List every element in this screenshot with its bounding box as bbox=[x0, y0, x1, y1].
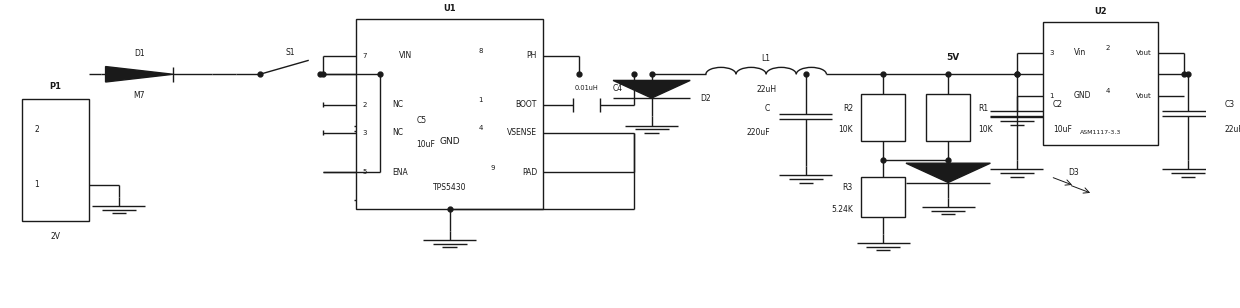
Bar bbox=[22, 99, 89, 221]
Text: 5: 5 bbox=[362, 169, 367, 175]
Polygon shape bbox=[613, 80, 691, 98]
Text: 220uF: 220uF bbox=[746, 128, 770, 137]
Text: R1: R1 bbox=[978, 103, 988, 112]
Text: 2: 2 bbox=[362, 102, 367, 108]
Text: Vout: Vout bbox=[1136, 50, 1152, 56]
Text: U2: U2 bbox=[1095, 7, 1107, 16]
Text: C2: C2 bbox=[1053, 100, 1063, 109]
Text: VSENSE: VSENSE bbox=[507, 128, 537, 137]
Text: 0.01uH: 0.01uH bbox=[574, 85, 599, 91]
Polygon shape bbox=[906, 163, 991, 183]
Polygon shape bbox=[105, 67, 174, 82]
Text: 4: 4 bbox=[1105, 88, 1110, 94]
Text: GND: GND bbox=[1074, 91, 1091, 100]
Bar bbox=[356, 19, 543, 209]
Text: 1: 1 bbox=[1049, 93, 1054, 99]
Text: ASM1117-3.3: ASM1117-3.3 bbox=[1080, 130, 1121, 135]
Text: PH: PH bbox=[527, 51, 537, 60]
Text: ENA: ENA bbox=[393, 168, 408, 177]
Text: GND: GND bbox=[439, 137, 460, 146]
Text: M7: M7 bbox=[134, 91, 145, 99]
Text: 1: 1 bbox=[35, 180, 40, 189]
Text: C: C bbox=[765, 103, 770, 112]
Text: Vout: Vout bbox=[1136, 93, 1152, 99]
Text: 5V: 5V bbox=[946, 53, 960, 62]
Text: R2: R2 bbox=[843, 103, 853, 112]
Text: 2: 2 bbox=[35, 125, 40, 134]
Text: C3: C3 bbox=[1224, 100, 1234, 109]
Text: R3: R3 bbox=[843, 183, 853, 192]
Text: D1: D1 bbox=[134, 49, 145, 58]
Bar bbox=[926, 94, 970, 141]
Text: U1: U1 bbox=[444, 4, 456, 13]
Text: 10uF: 10uF bbox=[417, 140, 435, 149]
Text: 8: 8 bbox=[479, 48, 482, 54]
Text: 1: 1 bbox=[479, 97, 482, 103]
Text: C5: C5 bbox=[417, 116, 427, 125]
Text: TPS5430: TPS5430 bbox=[433, 183, 466, 192]
Text: 2V: 2V bbox=[51, 232, 61, 241]
Text: D3: D3 bbox=[1069, 168, 1080, 177]
Text: L1: L1 bbox=[761, 55, 770, 63]
Text: S1: S1 bbox=[285, 48, 295, 57]
Text: P1: P1 bbox=[50, 82, 62, 91]
Text: 22uH: 22uH bbox=[756, 85, 776, 94]
Bar bbox=[862, 177, 905, 217]
Bar bbox=[1043, 22, 1158, 145]
Text: 2: 2 bbox=[1105, 45, 1110, 51]
Text: 10K: 10K bbox=[978, 125, 993, 134]
Text: BOOT: BOOT bbox=[516, 100, 537, 109]
Text: 10K: 10K bbox=[838, 125, 853, 134]
Text: 22uF: 22uF bbox=[1224, 125, 1240, 134]
Text: NC: NC bbox=[393, 100, 403, 109]
Text: Vin: Vin bbox=[1074, 48, 1086, 57]
Text: 9: 9 bbox=[491, 165, 495, 171]
Text: 4: 4 bbox=[479, 125, 482, 131]
Text: VIN: VIN bbox=[398, 51, 412, 60]
Text: PAD: PAD bbox=[522, 168, 537, 177]
Bar bbox=[862, 94, 905, 141]
Text: 3: 3 bbox=[362, 130, 367, 136]
Text: 5.24K: 5.24K bbox=[831, 205, 853, 214]
Text: D2: D2 bbox=[699, 94, 711, 103]
Text: 10uF: 10uF bbox=[1053, 125, 1071, 134]
Text: 3: 3 bbox=[1049, 50, 1054, 56]
Text: NC: NC bbox=[393, 128, 403, 137]
Text: 7: 7 bbox=[362, 53, 367, 59]
Text: C4: C4 bbox=[613, 83, 622, 93]
